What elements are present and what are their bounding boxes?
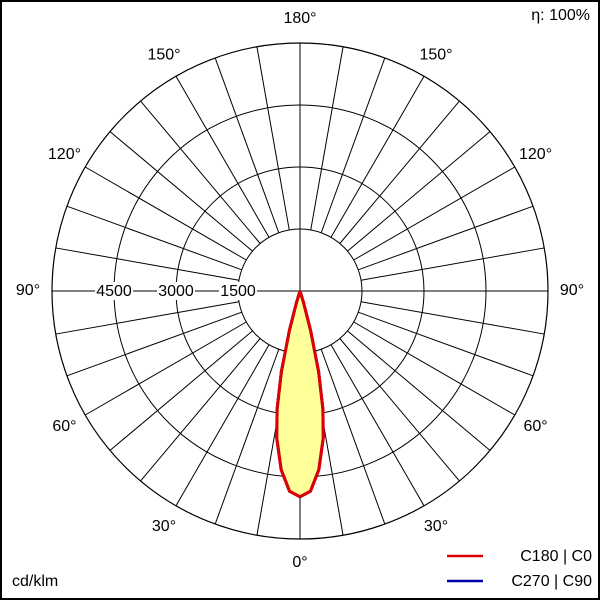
spoke [320, 349, 386, 525]
spoke [175, 344, 270, 507]
spoke [360, 301, 545, 335]
spoke [84, 321, 247, 416]
spoke [66, 205, 242, 271]
r-tick-label: 1500 [220, 283, 256, 300]
spoke [360, 247, 545, 281]
angle-label: 0° [292, 554, 307, 571]
spoke [140, 338, 261, 482]
spoke [358, 311, 534, 377]
spoke [347, 131, 491, 252]
r-tick-label: 3000 [158, 283, 194, 300]
angle-label: 90° [560, 282, 584, 299]
tick-label-bg [95, 282, 133, 300]
unit-label: cd/klm [12, 573, 58, 590]
spoke [353, 321, 516, 416]
angle-label: 120° [48, 146, 81, 163]
r-tick-label: 4500 [96, 283, 132, 300]
spoke [353, 166, 516, 261]
angle-label: 90° [16, 282, 40, 299]
legend-label: C270 | C90 [511, 573, 592, 590]
angle-label: 30° [424, 518, 448, 535]
spoke [320, 57, 386, 233]
spoke [109, 131, 253, 252]
angle-label: 60° [52, 418, 76, 435]
spoke [214, 57, 280, 233]
angle-label: 30° [152, 518, 176, 535]
angle-label: 120° [519, 146, 552, 163]
spoke [109, 330, 253, 451]
spoke [55, 247, 240, 281]
outer-ring [51, 42, 549, 540]
spoke [140, 100, 261, 244]
angle-label: 150° [419, 47, 452, 64]
angle-label: 180° [283, 10, 316, 27]
spoke [339, 100, 460, 244]
efficiency: η: 100% [531, 7, 590, 24]
spoke [175, 75, 270, 238]
legend-label: C180 | C0 [520, 548, 592, 565]
intensity-curve [298, 290, 325, 499]
intensity-curve [275, 290, 302, 499]
spoke [55, 301, 240, 335]
tick-label-bg [157, 282, 195, 300]
spoke [330, 75, 425, 238]
spoke [214, 349, 280, 525]
spoke [310, 46, 344, 231]
spoke [358, 205, 534, 271]
spoke [347, 330, 491, 451]
spoke [256, 46, 290, 231]
angle-label: 60° [523, 418, 547, 435]
spoke [84, 166, 247, 261]
angle-label: 150° [147, 47, 180, 64]
spoke [66, 311, 242, 377]
spoke [339, 338, 460, 482]
tick-label-bg [219, 282, 257, 300]
spoke [330, 344, 425, 507]
